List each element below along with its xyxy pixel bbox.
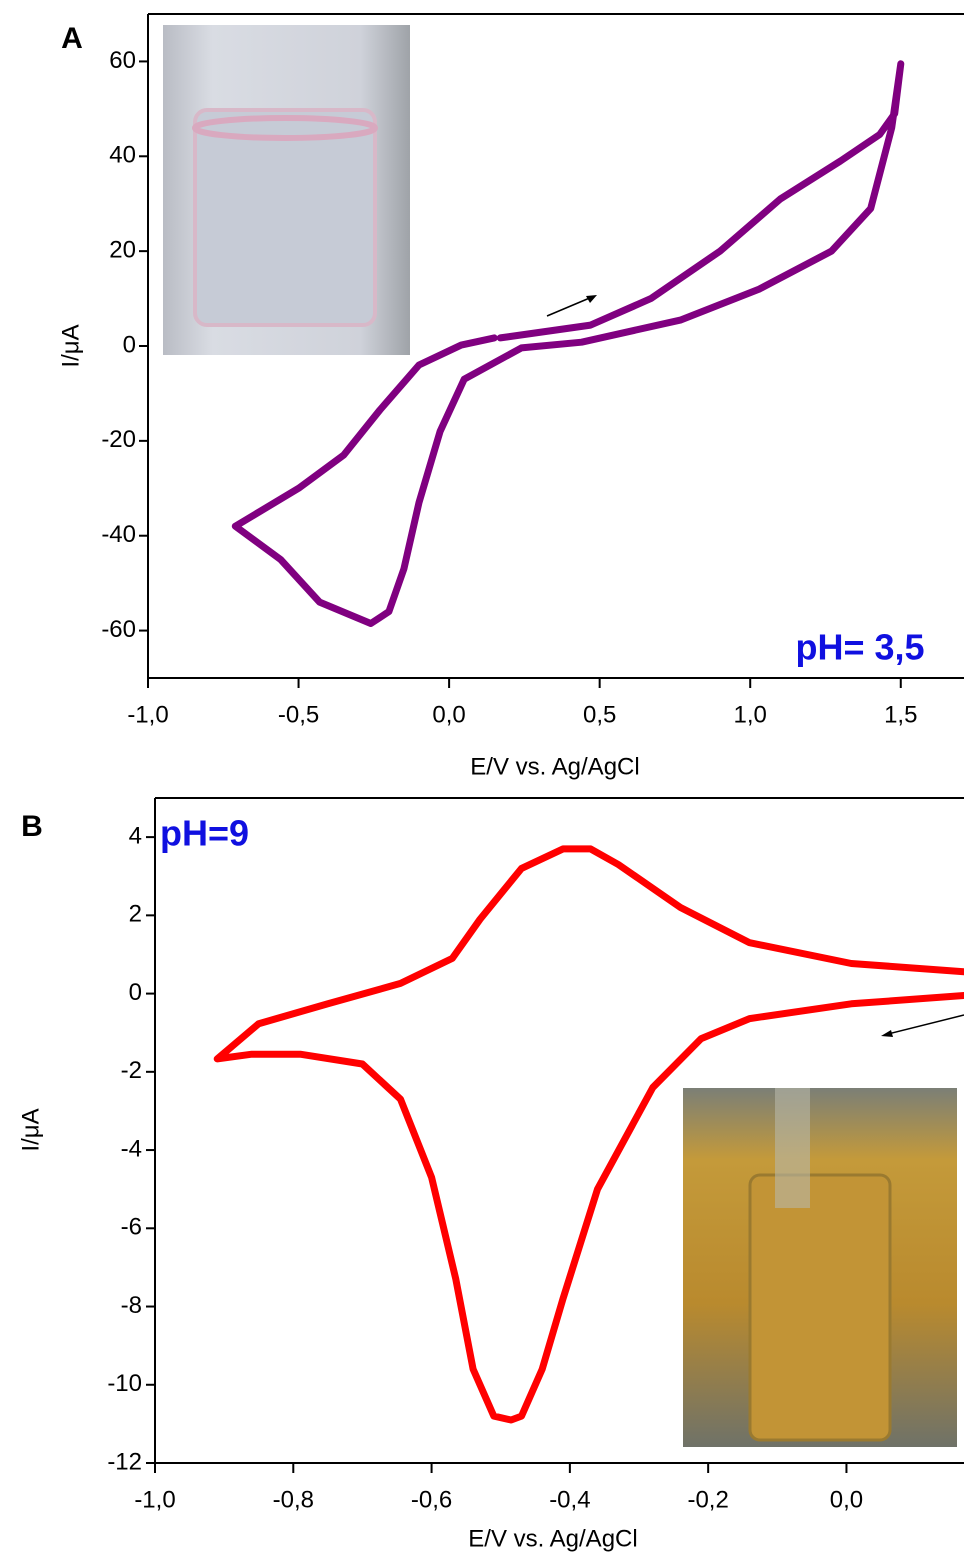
- x-tick-label: -0,2: [687, 1486, 728, 1513]
- y-tick-label: -8: [121, 1292, 142, 1319]
- x-axis-label: E/V vs. Ag/AgCl: [470, 753, 639, 780]
- y-tick-label: 60: [109, 47, 136, 74]
- cv-curve: [231, 60, 905, 627]
- y-tick-label: 0: [129, 979, 142, 1006]
- ph-annotation: pH= 3,5: [795, 627, 924, 668]
- arrow-a: [546, 295, 597, 317]
- y-tick-label: -10: [107, 1370, 142, 1397]
- y-axis-label: I/μA: [17, 1108, 44, 1151]
- y-tick-label: 4: [129, 822, 142, 849]
- x-axis-label: E/V vs. Ag/AgCl: [468, 1525, 637, 1552]
- y-tick-label: 20: [109, 236, 136, 263]
- y-tick-label: -2: [121, 1057, 142, 1084]
- y-tick-label: -40: [101, 521, 136, 548]
- x-tick-label: -0,6: [411, 1486, 452, 1513]
- x-tick-label: 1,5: [884, 701, 917, 728]
- x-tick-label: -0,4: [549, 1486, 590, 1513]
- y-tick-label: 2: [129, 901, 142, 928]
- y-tick-label: -12: [107, 1448, 142, 1475]
- y-tick-label: 40: [109, 142, 136, 169]
- x-tick-label: -1,0: [127, 701, 168, 728]
- panel-label: B: [21, 810, 43, 843]
- y-tick-label: -6: [121, 1214, 142, 1241]
- y-axis-label: I/μA: [57, 324, 84, 367]
- x-tick-label: 0,0: [432, 701, 465, 728]
- inset-photo-b: [683, 1088, 957, 1447]
- x-tick-label: 1,0: [734, 701, 767, 728]
- inset-photo-a: [163, 25, 410, 355]
- y-tick-label: -4: [121, 1135, 142, 1162]
- arrow-b: [881, 1014, 964, 1037]
- ph-annotation: pH=9: [160, 813, 249, 854]
- y-tick-label: -20: [101, 426, 136, 453]
- x-tick-label: -0,8: [273, 1486, 314, 1513]
- cv-curve: [213, 845, 964, 1424]
- x-tick-label: 0,0: [830, 1486, 863, 1513]
- x-tick-label: 0,5: [583, 701, 616, 728]
- y-tick-label: -60: [101, 616, 136, 643]
- y-tick-label: 0: [123, 331, 136, 358]
- x-tick-label: -1,0: [134, 1486, 175, 1513]
- x-tick-label: -0,5: [278, 701, 319, 728]
- panel-label: A: [61, 22, 83, 55]
